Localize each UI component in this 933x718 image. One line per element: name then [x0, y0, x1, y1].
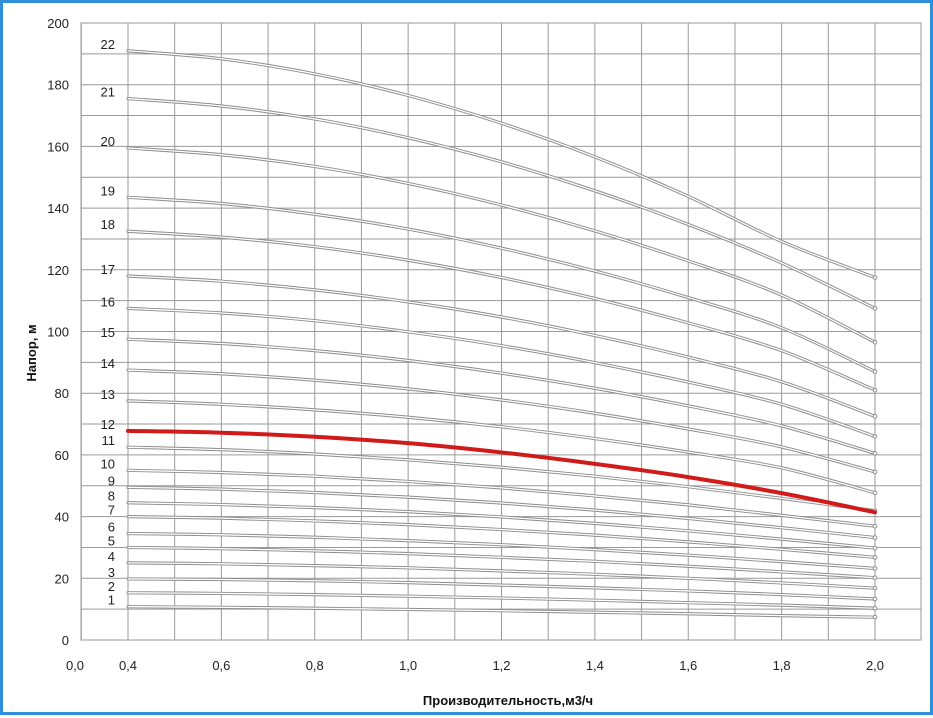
series-label-6: 6 — [108, 520, 115, 535]
series-curve-15 — [127, 338, 876, 455]
plot-border — [80, 22, 922, 641]
series-end-point-6 — [872, 566, 878, 571]
series-curve-10 — [127, 469, 876, 527]
series-end-point-1 — [872, 614, 878, 620]
series-label-9: 9 — [108, 473, 115, 488]
series-label-22: 22 — [101, 37, 115, 52]
y-tick-label: 20 — [55, 571, 69, 586]
series-label-17: 17 — [101, 262, 115, 277]
series-label-2: 2 — [108, 579, 115, 594]
series-end-point-9 — [872, 535, 878, 540]
series-end-point-21 — [872, 306, 878, 311]
series-curve-20 — [127, 147, 876, 343]
series-curve-13 — [127, 400, 876, 494]
series-curve-21 — [127, 97, 876, 310]
x-tick-label: 1,8 — [773, 658, 791, 673]
series-label-18: 18 — [101, 217, 115, 232]
series-label-12: 12 — [101, 417, 115, 432]
x-tick-label: 1,2 — [492, 658, 510, 673]
series-label-20: 20 — [101, 134, 115, 149]
x-tick-label: 0,6 — [212, 658, 230, 673]
series-label-11: 11 — [102, 433, 116, 448]
x-tick-labels: 0,0 0,4 0,6 0,8 1,0 1,2 1,4 1,6 1,8 2,0 — [66, 658, 884, 673]
x-tick-label: 1,6 — [679, 658, 697, 673]
series-curve-22 — [127, 50, 876, 279]
y-tick-labels: 0 20 40 60 80 100 120 140 160 180 200 — [47, 16, 69, 648]
series-curve-18 — [127, 230, 876, 391]
y-tick-label: 200 — [47, 16, 69, 31]
series-end-point-10 — [872, 523, 878, 529]
series-end-point-19 — [872, 369, 878, 374]
y-tick-label: 120 — [47, 263, 69, 278]
y-tick-label: 180 — [47, 78, 69, 93]
y-tick-label: 0 — [62, 633, 69, 648]
series-label-10: 10 — [101, 456, 115, 471]
series-label-7: 7 — [108, 503, 115, 518]
series-label-16: 16 — [101, 294, 115, 309]
series-curve-16 — [127, 307, 876, 438]
x-tick-label: 0,8 — [306, 658, 324, 673]
series-end-point-5 — [872, 575, 878, 580]
y-tick-label: 140 — [47, 201, 69, 216]
y-tick-label: 160 — [47, 139, 69, 154]
series-curve-12 — [126, 428, 877, 515]
x-tick-label: 1,4 — [586, 658, 604, 673]
x-tick-label: 2,0 — [866, 658, 884, 673]
series-label-21: 21 — [101, 85, 115, 100]
series-label-14: 14 — [101, 356, 115, 371]
series-curve-6 — [127, 532, 876, 570]
series-end-point-3 — [872, 596, 878, 602]
series-end-point-18 — [872, 387, 878, 393]
y-axis-title: Напор, м — [24, 324, 39, 381]
series-end-point-20 — [872, 339, 878, 345]
x-tick-label: 0,4 — [119, 658, 137, 673]
y-tick-label: 80 — [55, 386, 69, 401]
x-tick-label: 0,0 — [66, 658, 84, 673]
series-curve-17 — [127, 275, 876, 417]
series-curve-11 — [127, 446, 876, 512]
series-curve-9 — [127, 486, 876, 539]
series-label-1: 1 — [108, 593, 115, 608]
series-curve-1 — [127, 606, 876, 618]
series-label-13: 13 — [101, 387, 115, 402]
series-curve-5 — [127, 546, 876, 579]
series-curve-4 — [127, 562, 876, 589]
series-label-15: 15 — [101, 325, 115, 340]
series-end-point-15 — [872, 451, 878, 456]
series-curve-3 — [127, 578, 876, 600]
x-axis-title: Производительность,м3/ч — [423, 693, 593, 708]
series-label-19: 19 — [101, 183, 115, 198]
y-tick-label: 40 — [55, 510, 69, 525]
series-curve-19 — [127, 196, 876, 373]
series-label-5: 5 — [108, 533, 115, 548]
series-curve-2 — [127, 592, 876, 609]
series-label-8: 8 — [108, 489, 115, 504]
series-end-point-8 — [872, 545, 878, 551]
series-label-4: 4 — [108, 549, 115, 564]
series-end-point-4 — [872, 585, 878, 591]
series-end-point-13 — [872, 490, 878, 496]
y-tick-label: 60 — [55, 448, 69, 463]
series-curve-14 — [127, 369, 876, 473]
series-end-point-22 — [872, 275, 878, 280]
series-label-3: 3 — [108, 565, 115, 580]
series-curve-8 — [127, 502, 876, 549]
series-curve-7 — [127, 515, 876, 558]
series-end-point-7 — [872, 555, 878, 560]
series-end-point-2 — [872, 605, 878, 611]
series-end-point-14 — [872, 469, 878, 475]
y-tick-label: 100 — [47, 325, 69, 340]
series-curves — [126, 49, 878, 620]
x-tick-label: 1,0 — [399, 658, 417, 673]
series-end-point-17 — [872, 414, 878, 419]
series-end-point-16 — [872, 434, 878, 439]
